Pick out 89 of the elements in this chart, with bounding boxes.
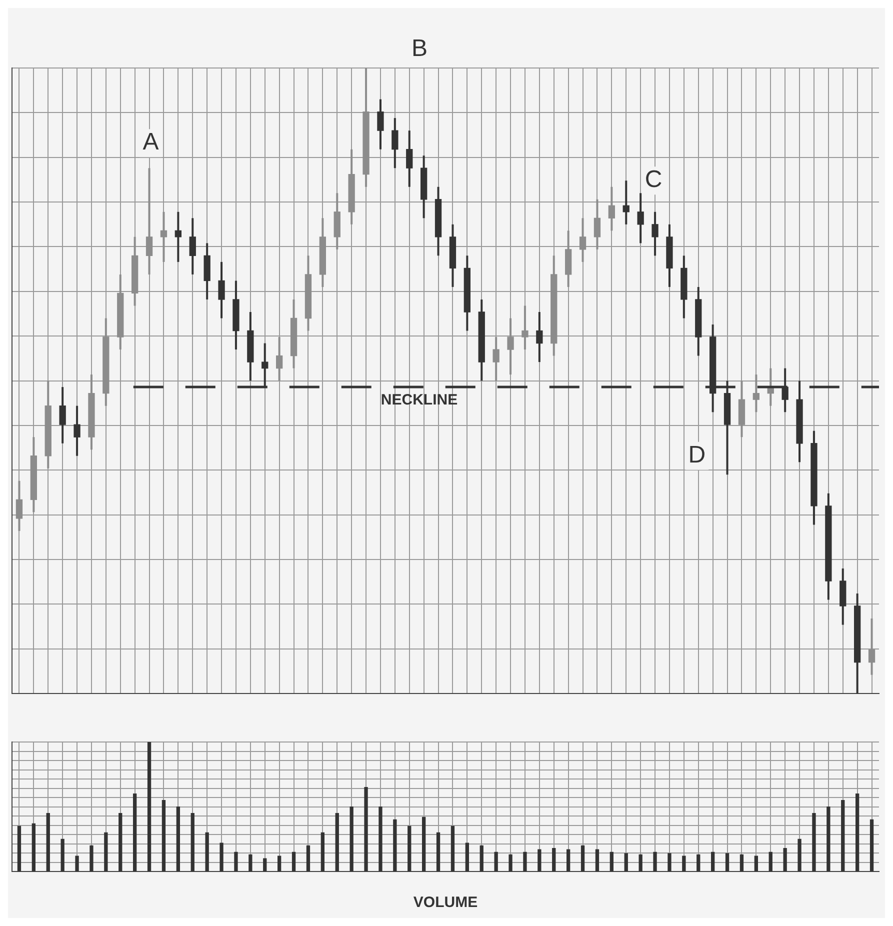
bar: [393, 819, 397, 872]
bar: [118, 812, 122, 872]
bar: [306, 845, 310, 872]
bar: [277, 856, 282, 872]
bar: [263, 858, 267, 872]
bar: [538, 849, 542, 872]
annotation: C: [644, 166, 662, 194]
candlestick: [536, 310, 543, 364]
bar: [668, 853, 672, 872]
bar: [494, 852, 498, 872]
candlestick: [622, 180, 630, 226]
candlestick: [608, 186, 616, 232]
bar: [436, 832, 440, 872]
candlestick: [276, 336, 283, 382]
bar: [783, 848, 787, 872]
bar: [682, 856, 686, 872]
candlestick: [59, 386, 66, 444]
bar: [32, 823, 36, 872]
candlestick: [189, 217, 196, 276]
candlestick: [492, 336, 500, 382]
bar: [176, 806, 180, 872]
bar: [580, 845, 585, 872]
candlestick: [74, 404, 80, 457]
bar: [870, 819, 874, 872]
candlestick: [377, 98, 384, 150]
bar: [292, 852, 296, 872]
candlestick: [392, 117, 398, 170]
bar: [320, 832, 325, 872]
bar: [220, 842, 224, 872]
bar: [364, 787, 368, 872]
bar: [162, 800, 166, 872]
bar: [812, 812, 816, 872]
bar: [552, 848, 556, 872]
bar: [465, 842, 470, 872]
bar: [841, 800, 845, 872]
bar: [624, 853, 628, 872]
bar: [710, 852, 715, 872]
candlestick: [218, 260, 225, 320]
candlestick: [579, 217, 586, 263]
bar: [523, 852, 527, 872]
candlestick: [594, 198, 601, 250]
bar: [205, 832, 209, 872]
bar: [754, 856, 758, 872]
bar: [234, 852, 238, 872]
bar: [450, 826, 455, 872]
candlestick: [146, 167, 153, 276]
bar: [508, 854, 512, 872]
bar: [104, 832, 108, 872]
candlestick: [637, 192, 644, 244]
bar: [653, 852, 657, 872]
bar: [696, 854, 700, 872]
bar: [638, 854, 642, 872]
bar: [248, 854, 252, 872]
bar: [566, 849, 570, 872]
candlestick: [174, 210, 182, 263]
bar: [75, 856, 79, 872]
bar: [378, 806, 382, 872]
bar: [826, 806, 830, 872]
bar: [610, 852, 614, 872]
candlestick: [16, 480, 23, 532]
ref-line-label: NECKLINE: [380, 392, 458, 409]
bar: [798, 838, 802, 872]
bar: [422, 816, 426, 872]
x-axis-title: VOLUME: [413, 894, 478, 912]
candlestick: [868, 618, 876, 676]
bar: [190, 812, 194, 872]
bar: [408, 826, 412, 872]
bar: [350, 806, 354, 872]
candlestick: [752, 374, 760, 414]
bar: [60, 838, 64, 872]
bar: [725, 853, 730, 872]
candlestick: [652, 210, 658, 257]
bar: [90, 845, 94, 872]
annotation: A: [142, 128, 159, 156]
candlestick: [160, 210, 168, 263]
candlestick: [406, 130, 413, 188]
bar: [46, 812, 50, 872]
bar: [768, 852, 772, 872]
candlestick: [507, 317, 514, 376]
bar: [480, 845, 484, 872]
bar: [335, 812, 339, 872]
bar: [595, 849, 600, 872]
annotation: D: [688, 441, 706, 468]
bar: [855, 794, 860, 872]
bar: [132, 794, 137, 872]
bar: [17, 826, 22, 872]
candlestick: [522, 304, 528, 351]
text: B: [411, 34, 428, 62]
bar: [740, 854, 744, 872]
